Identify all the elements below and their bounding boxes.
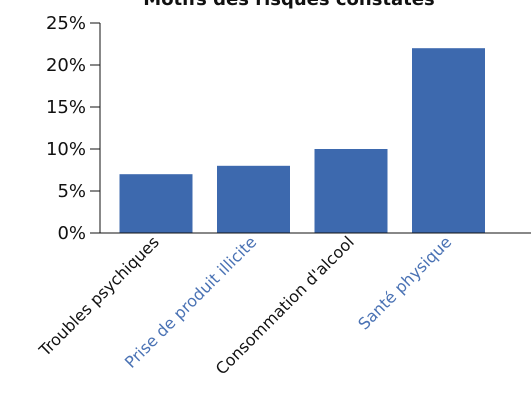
y-tick-label: 25% bbox=[46, 13, 86, 34]
bar bbox=[217, 165, 290, 233]
y-tick-label: 0% bbox=[57, 223, 86, 244]
x-category-label: Santé physique bbox=[354, 232, 455, 333]
y-tick-label: 5% bbox=[57, 181, 86, 202]
bar bbox=[314, 149, 388, 233]
bar bbox=[412, 48, 485, 234]
chart-title: Motifs des risques constatés bbox=[143, 0, 434, 10]
y-tick-label: 15% bbox=[46, 97, 86, 118]
y-tick-label: 20% bbox=[46, 55, 86, 76]
bar bbox=[119, 174, 193, 233]
y-tick-label: 10% bbox=[46, 139, 86, 160]
y-axis-ticks: 0% 5% 10% 15% 20% 25% bbox=[46, 13, 100, 244]
axes bbox=[99, 23, 531, 234]
bars bbox=[119, 48, 485, 234]
